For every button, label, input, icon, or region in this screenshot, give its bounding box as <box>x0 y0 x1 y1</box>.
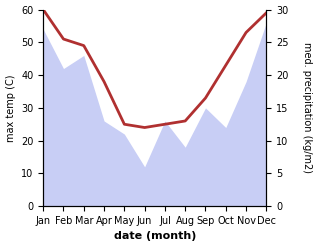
Y-axis label: max temp (C): max temp (C) <box>5 74 16 142</box>
X-axis label: date (month): date (month) <box>114 231 196 242</box>
Y-axis label: med. precipitation (kg/m2): med. precipitation (kg/m2) <box>302 42 313 173</box>
